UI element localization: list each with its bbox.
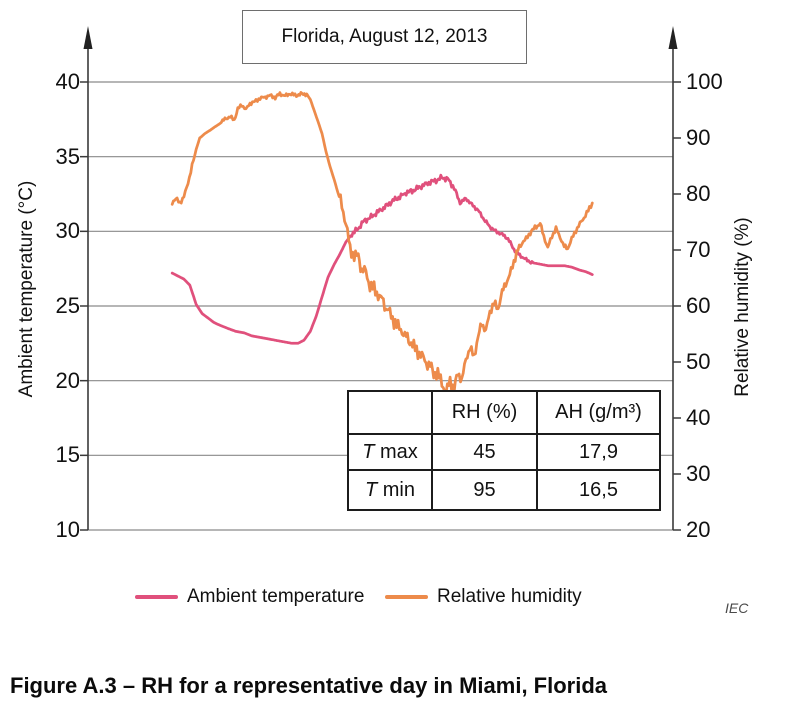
table-header-row: RH (%) AH (g/m³) xyxy=(347,390,661,435)
table-row-tmax: T max 45 17,9 xyxy=(347,433,661,471)
legend-item-temperature: Ambient temperature xyxy=(135,586,364,608)
table-value-tmin-ah: 16,5 xyxy=(536,469,661,511)
table-value-tmax-ah: 17,9 xyxy=(536,433,661,471)
table-label-tmin: T min xyxy=(347,469,433,511)
legend-label-temperature: Ambient temperature xyxy=(187,586,365,607)
t-symbol: T xyxy=(362,440,375,463)
table-row-tmin: T min 95 16,5 xyxy=(347,469,661,511)
temperature-curve xyxy=(170,173,594,345)
t-symbol: T xyxy=(364,478,378,501)
t-min-text: min xyxy=(377,478,415,501)
humidity-curve xyxy=(170,91,594,395)
table-label-tmax: T max xyxy=(347,433,433,471)
right-axis-label: Relative humidity (%) xyxy=(732,217,753,397)
legend-item-humidity: Relative humidity xyxy=(385,586,582,608)
iec-credit: IEC xyxy=(725,600,749,616)
axis-arrow-icon xyxy=(83,26,93,49)
chart-canvas xyxy=(80,26,681,531)
figure-caption: Figure A.3 – RH for a representative day… xyxy=(10,673,608,698)
table-corner-cell xyxy=(347,390,433,435)
table-header-rh: RH (%) xyxy=(431,390,538,435)
chart-title-box: Florida, August 12, 2013 xyxy=(242,10,527,64)
chart-title: Florida, August 12, 2013 xyxy=(281,26,488,47)
axis-arrow-icon xyxy=(668,26,678,49)
table-value-tmin-rh: 95 xyxy=(431,469,538,511)
table-header-ah: AH (g/m³) xyxy=(536,390,661,435)
temperature-line-swatch xyxy=(135,595,178,599)
inset-table: RH (%) AH (g/m³) T max 45 17,9 T min 95 … xyxy=(347,390,661,511)
t-max-text: max xyxy=(374,440,418,463)
chart-legend: Ambient temperature Relative humidity xyxy=(0,586,800,612)
humidity-line-swatch xyxy=(385,595,428,599)
left-axis-label: Ambient temperature (°C) xyxy=(16,180,37,398)
table-value-tmax-rh: 45 xyxy=(431,433,538,471)
legend-label-humidity: Relative humidity xyxy=(437,586,582,607)
